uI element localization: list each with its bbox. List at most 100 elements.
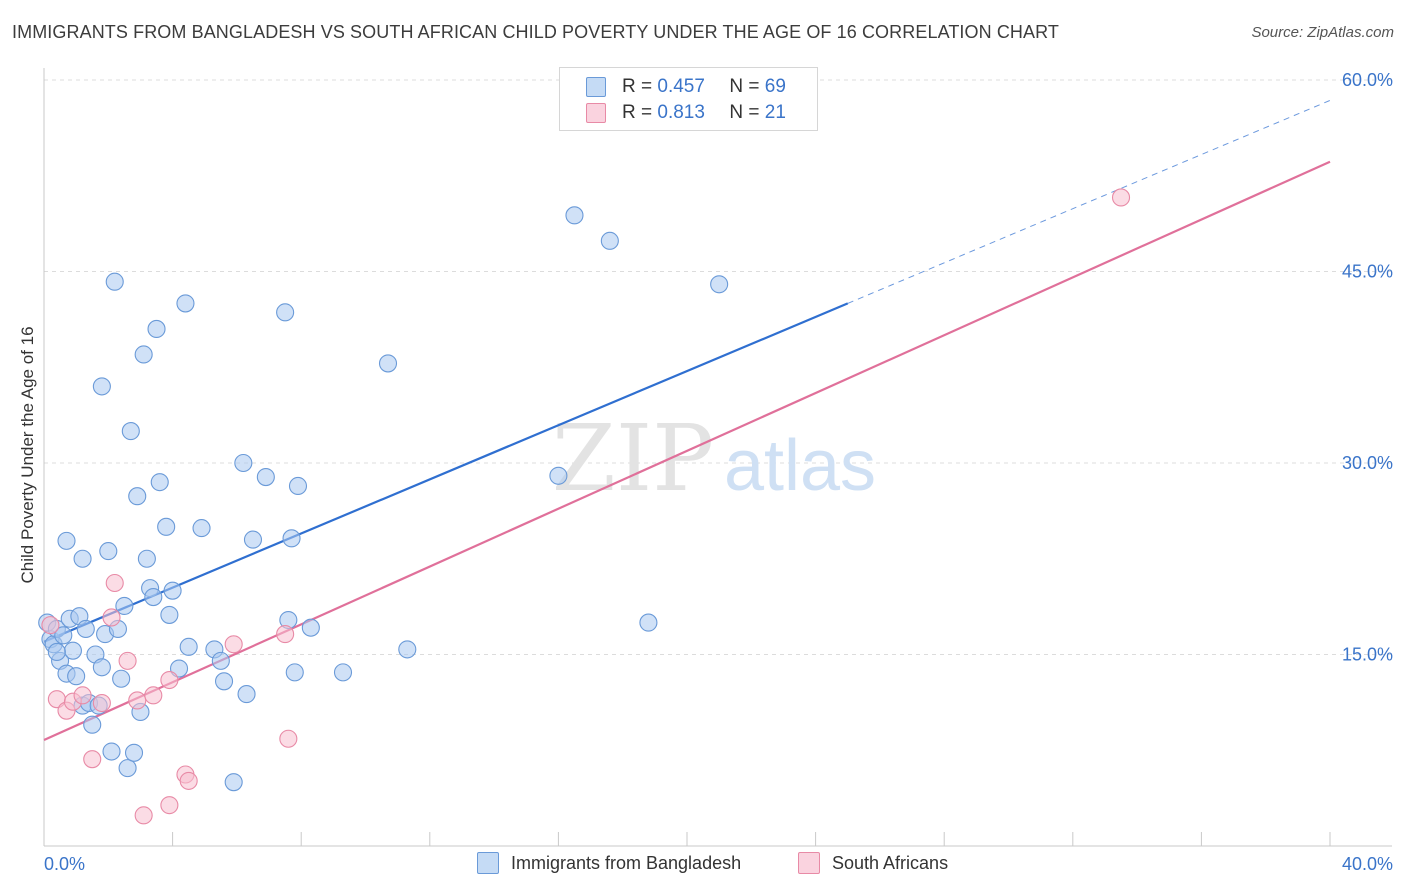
x-tick-label: 0.0%: [44, 854, 85, 874]
legend-r-value: 0.457: [657, 76, 705, 97]
series-legend: Immigrants from Bangladesh South African…: [0, 852, 1406, 878]
data-point-bangladesh: [565, 206, 584, 225]
data-point-bangladesh: [639, 613, 658, 632]
watermark-zip: ZIP: [552, 405, 714, 512]
data-point-bangladesh: [150, 473, 169, 492]
data-point-south-africans: [179, 771, 198, 790]
data-points: [38, 188, 1131, 825]
data-point-bangladesh: [160, 605, 179, 624]
data-point-bangladesh: [333, 663, 353, 682]
legend-n-label: N =: [729, 76, 760, 97]
legend-row-bangladesh: R = 0.457 N = 69: [586, 75, 786, 99]
series-legend-bangladesh: Immigrants from Bangladesh: [477, 852, 741, 874]
data-point-south-africans: [160, 796, 179, 815]
data-point-bangladesh: [47, 642, 66, 661]
data-point-south-africans: [224, 635, 243, 654]
y-axis-label: Child Poverty Under the Age of 16: [18, 326, 37, 584]
legend-swatch-bangladesh: [586, 77, 606, 97]
data-point-south-africans: [134, 806, 153, 825]
data-point-bangladesh: [301, 618, 320, 637]
y-tick-label: 30.0%: [1342, 453, 1393, 473]
data-point-bangladesh: [102, 742, 121, 761]
legend-swatch-south-africans: [586, 103, 606, 123]
data-point-bangladesh: [105, 272, 124, 291]
data-point-bangladesh: [118, 759, 137, 778]
data-point-bangladesh: [211, 651, 230, 670]
data-point-bangladesh: [163, 581, 182, 600]
x-tick-label: 40.0%: [1342, 854, 1393, 874]
data-point-bangladesh: [76, 619, 95, 639]
axes: [43, 68, 1392, 847]
y-tick-label: 45.0%: [1342, 262, 1393, 282]
data-point-bangladesh: [92, 377, 111, 396]
data-point-bangladesh: [67, 667, 86, 686]
data-point-bangladesh: [124, 743, 144, 762]
data-point-bangladesh: [73, 549, 92, 568]
data-point-bangladesh: [83, 715, 102, 734]
chart-title: IMMIGRANTS FROM BANGLADESH VS SOUTH AFRI…: [12, 22, 1060, 42]
data-point-bangladesh: [57, 531, 76, 550]
series-legend-label: Immigrants from Bangladesh: [511, 852, 742, 873]
data-point-south-africans: [83, 750, 102, 769]
data-point-south-africans: [105, 573, 124, 593]
gridlines: [44, 79, 1392, 655]
series-legend-south-africans: South Africans: [798, 852, 948, 874]
data-point-bangladesh: [128, 487, 147, 506]
data-point-bangladesh: [147, 319, 166, 339]
data-point-bangladesh: [600, 231, 619, 250]
series-swatch-south-africans: [798, 852, 820, 874]
data-point-bangladesh: [144, 587, 163, 607]
data-point-bangladesh: [54, 626, 73, 645]
data-point-south-africans: [73, 686, 92, 705]
data-point-south-africans: [1111, 188, 1131, 207]
legend-n-label: N =: [729, 102, 760, 123]
chart-source: Source: ZipAtlas.com: [1251, 24, 1394, 41]
data-point-south-africans: [144, 686, 163, 705]
data-point-bangladesh: [285, 663, 304, 682]
data-point-bangladesh: [398, 640, 417, 659]
data-point-bangladesh: [710, 275, 729, 294]
data-point-bangladesh: [214, 672, 234, 691]
data-point-south-africans: [41, 616, 60, 635]
data-point-south-africans: [102, 608, 121, 627]
data-point-south-africans: [160, 670, 179, 690]
data-point-south-africans: [279, 729, 298, 748]
data-point-bangladesh: [179, 637, 198, 656]
data-point-bangladesh: [121, 422, 140, 441]
y-tick-label: 15.0%: [1342, 645, 1393, 665]
data-point-south-africans: [128, 691, 147, 710]
legend-r-value: 0.813: [657, 102, 705, 123]
data-point-south-africans: [92, 693, 111, 713]
data-point-bangladesh: [256, 467, 275, 487]
legend-r-label: R =: [622, 76, 653, 97]
data-point-bangladesh: [237, 685, 256, 704]
legend-n-value: 69: [764, 76, 786, 97]
legend-row-south-africans: R = 0.813 N = 21: [586, 101, 786, 125]
data-point-bangladesh: [137, 549, 156, 568]
watermark-atlas: atlas: [724, 426, 876, 506]
y-tick-label: 60.0%: [1342, 70, 1393, 90]
data-point-bangladesh: [288, 476, 308, 496]
data-point-bangladesh: [92, 658, 111, 677]
data-point-south-africans: [118, 651, 137, 670]
data-point-bangladesh: [134, 345, 153, 364]
series-legend-label: South Africans: [832, 852, 949, 873]
series-swatch-bangladesh: [477, 852, 499, 874]
data-point-bangladesh: [276, 303, 295, 322]
data-point-bangladesh: [224, 773, 243, 792]
correlation-legend: R = 0.457 N = 69 R = 0.813 N = 21: [559, 67, 818, 131]
data-point-bangladesh: [157, 517, 176, 536]
data-point-bangladesh: [63, 641, 82, 660]
data-point-south-africans: [276, 625, 295, 644]
data-point-bangladesh: [99, 542, 118, 561]
data-point-bangladesh: [192, 519, 211, 538]
legend-r-label: R =: [622, 102, 653, 123]
tick-labels: 15.0% 30.0% 45.0% 60.0% 0.0% 40.0%: [44, 70, 1393, 874]
trend-line-extension-0: [847, 99, 1331, 304]
data-point-bangladesh: [282, 529, 301, 548]
data-point-bangladesh: [243, 530, 263, 549]
trend-line-1: [43, 160, 1331, 742]
data-point-bangladesh: [112, 669, 131, 688]
data-point-bangladesh: [234, 453, 253, 473]
